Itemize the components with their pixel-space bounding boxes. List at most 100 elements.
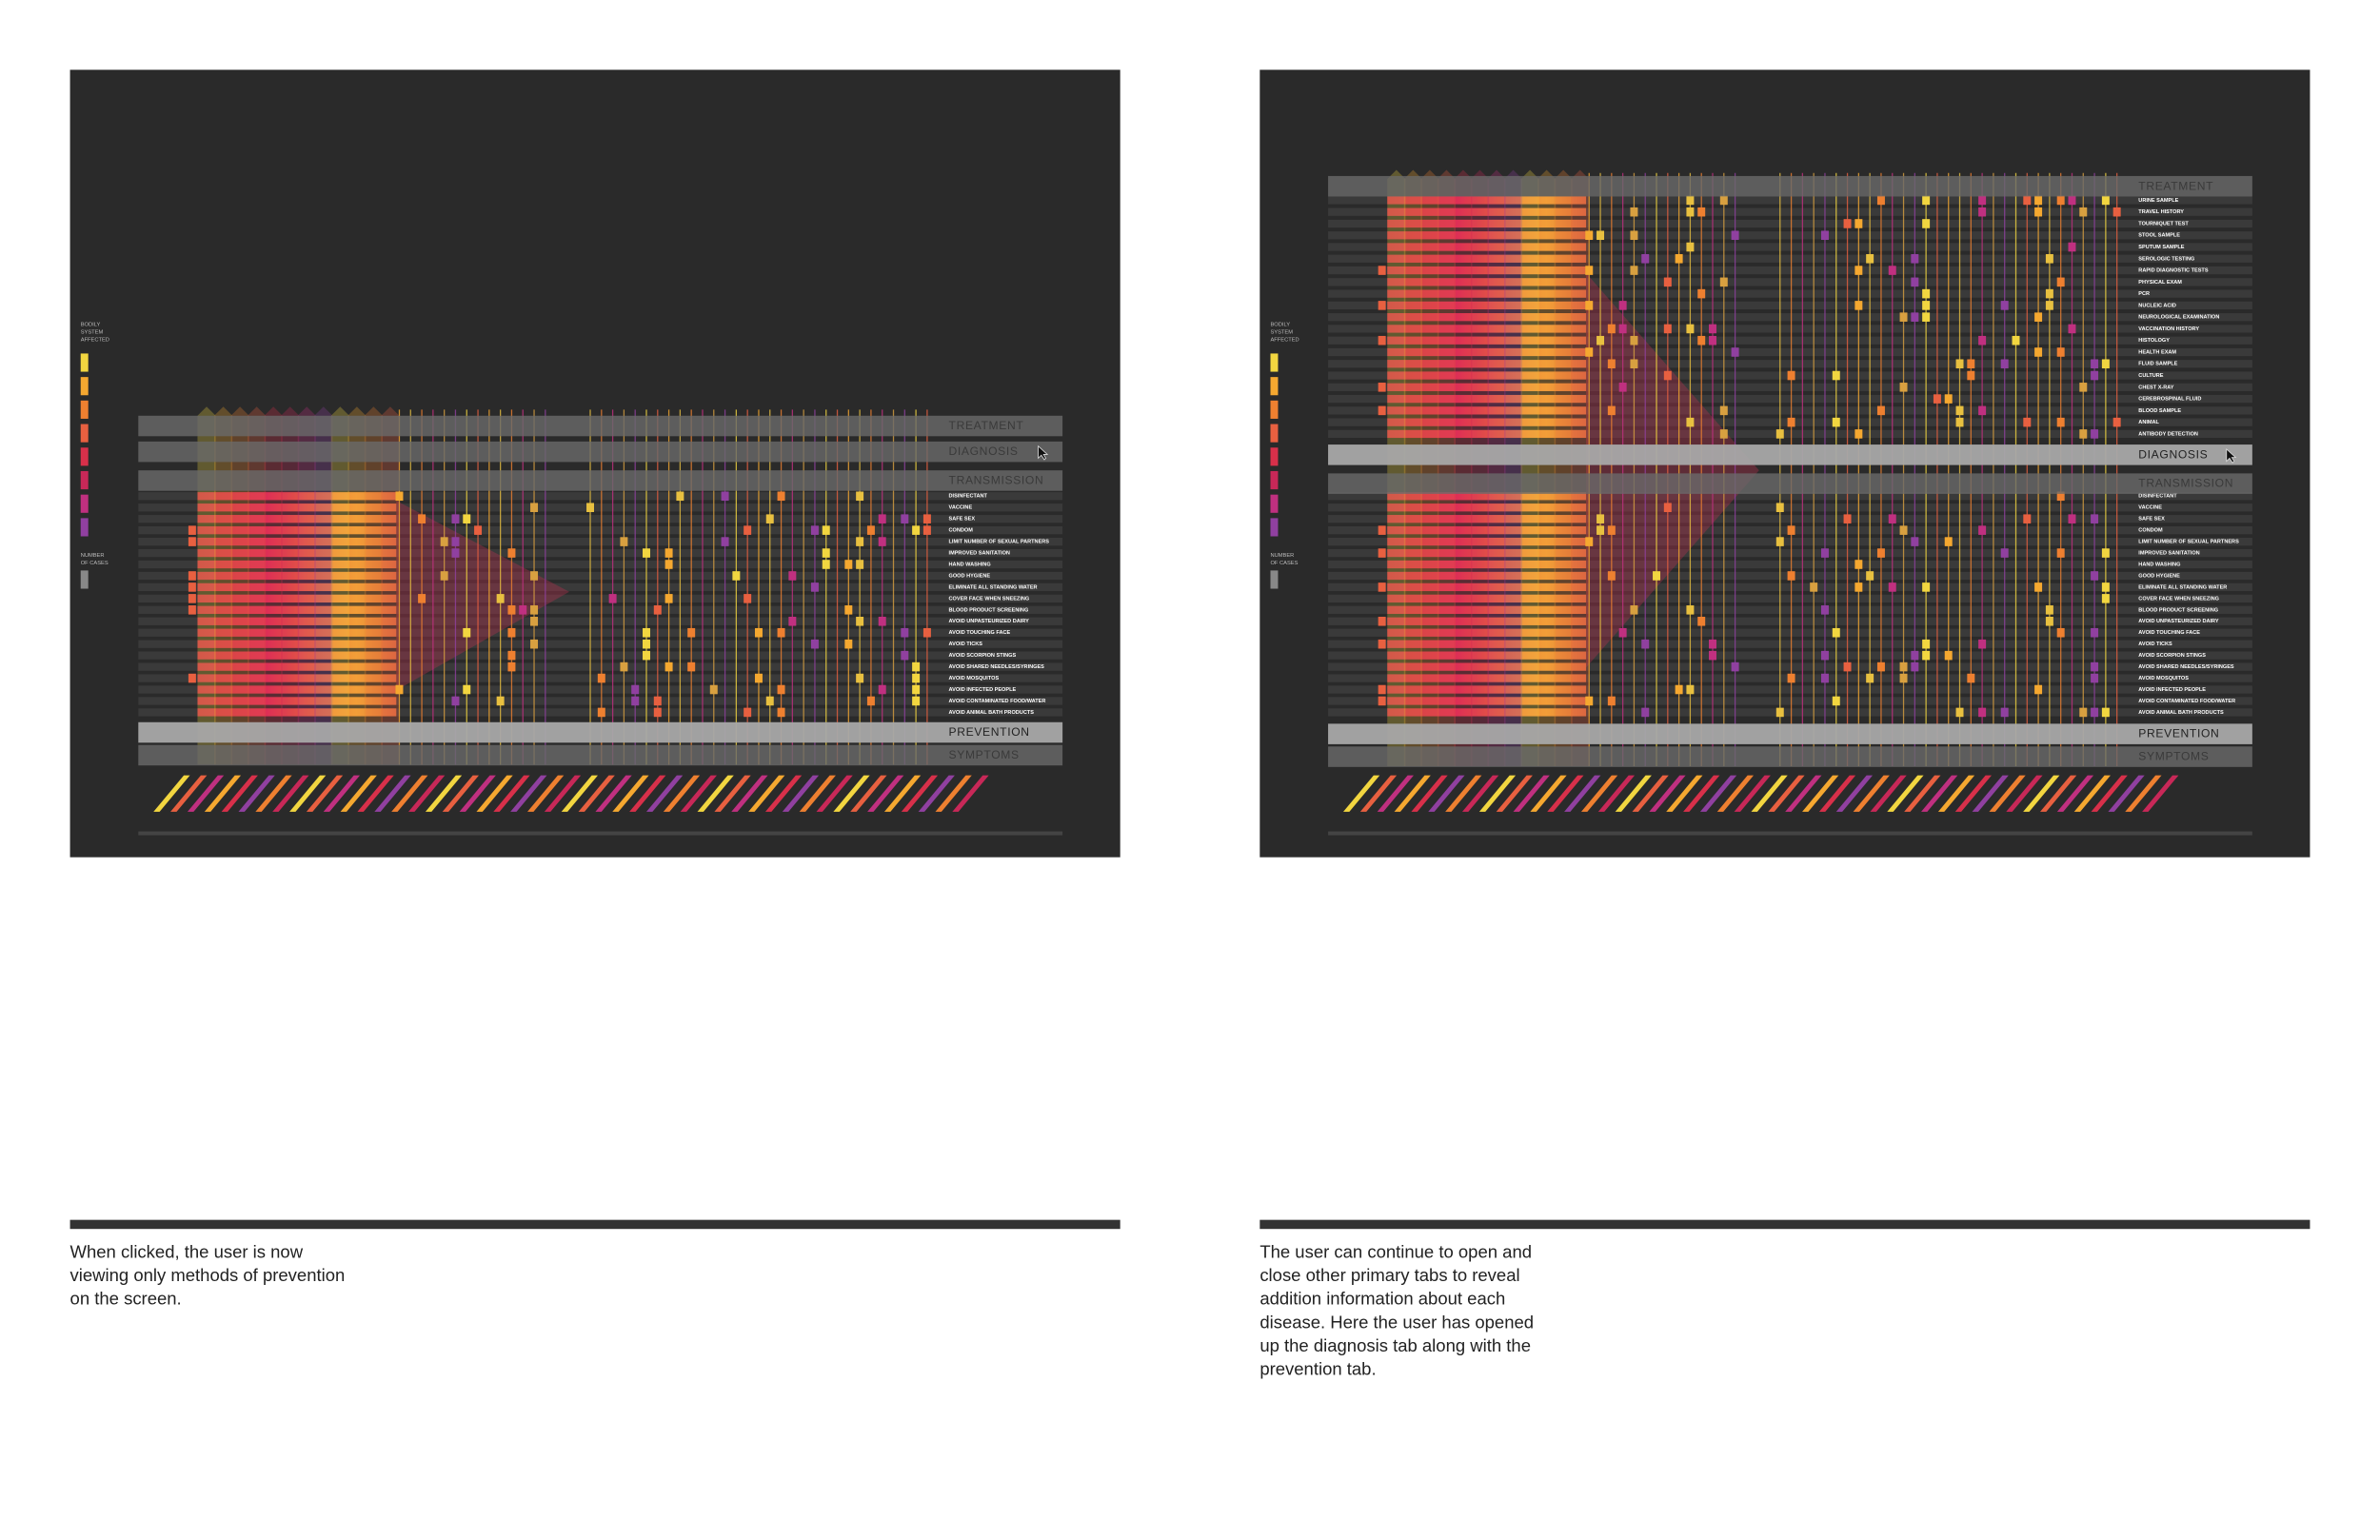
- tab-label[interactable]: TRANSMISSION: [2138, 477, 2233, 490]
- data-cell: [440, 537, 448, 546]
- tab-bar[interactable]: [138, 470, 1063, 491]
- row-gradient: [1387, 582, 1587, 592]
- tab-label[interactable]: PREVENTION: [2138, 727, 2219, 740]
- disease-tab: [204, 775, 242, 812]
- row-gradient: [1387, 708, 1587, 717]
- row-gradient: [197, 594, 397, 603]
- data-cell: [586, 503, 595, 513]
- data-cell: [2023, 195, 2032, 206]
- data-cell: [1955, 707, 1964, 718]
- data-cell: [597, 707, 605, 718]
- disease-tab: [748, 775, 785, 812]
- data-cell: [1911, 277, 1919, 287]
- data-cell: [1663, 324, 1672, 334]
- disease-tab: [714, 775, 751, 812]
- row-gradient: [197, 640, 397, 648]
- disease-tab: [680, 775, 717, 812]
- disease-band: [248, 406, 267, 765]
- tab-bar[interactable]: [1328, 175, 2252, 197]
- row-stripe: [1328, 429, 2252, 439]
- tab-bar[interactable]: [138, 441, 1063, 463]
- data-cell: [1641, 639, 1650, 649]
- data-cell: [1810, 582, 1818, 592]
- disease-band: [314, 406, 333, 765]
- data-cell: [1585, 696, 1594, 706]
- tab-label[interactable]: TREATMENT: [2138, 179, 2213, 192]
- data-cell: [2056, 491, 2065, 502]
- data-cell: [2023, 514, 2032, 523]
- data-cell: [463, 514, 471, 523]
- tab-bar[interactable]: [138, 415, 1063, 437]
- data-cell: [2101, 594, 2110, 603]
- data-cell: [1709, 650, 1716, 661]
- disease-band: [1520, 169, 1539, 767]
- disease-tab: [1377, 775, 1414, 812]
- tab-bar[interactable]: [1328, 723, 2252, 744]
- disease-tab: [1716, 775, 1755, 812]
- data-cell: [1967, 673, 1975, 683]
- data-cell: [1675, 684, 1683, 695]
- tab-label[interactable]: SYMPTOMS: [949, 748, 1020, 761]
- disease-tab: [816, 775, 853, 812]
- row-label: PHYSICAL EXAM: [2138, 280, 2182, 286]
- data-cell: [912, 696, 921, 706]
- tab-label[interactable]: TREATMENT: [949, 419, 1024, 432]
- row-label: NEUROLOGICAL EXAMINATION: [2138, 315, 2219, 321]
- tab-bar[interactable]: [1328, 746, 2252, 767]
- legend-title: NUMBER: [1270, 553, 1294, 559]
- disease-tab: [764, 775, 803, 812]
- data-cell: [1378, 639, 1386, 649]
- data-cell: [1843, 219, 1852, 228]
- tab-bar[interactable]: [138, 744, 1063, 766]
- row-gradient: [1387, 406, 1587, 415]
- row-label: PCR: [2138, 291, 2150, 297]
- data-cell: [844, 639, 853, 649]
- disease-tab: [901, 775, 939, 812]
- disease-tab: [255, 775, 292, 812]
- disease-tab: [1835, 775, 1874, 812]
- tab-label[interactable]: DIAGNOSIS: [2138, 447, 2208, 461]
- data-cell: [1630, 359, 1638, 369]
- legend-swatch: [80, 377, 89, 396]
- disease-tab: [883, 775, 922, 812]
- disease-tab: [527, 775, 565, 812]
- row-gradient: [1387, 243, 1587, 251]
- tab-label[interactable]: SYMPTOMS: [2138, 750, 2209, 763]
- caption-rule: [1259, 1219, 2311, 1230]
- row-label: SEROLOGIC TESTING: [2138, 256, 2194, 262]
- disease-tab: [323, 775, 361, 812]
- data-cell: [1832, 417, 1840, 427]
- tab-bar[interactable]: [1328, 444, 2252, 465]
- data-cell: [1641, 254, 1650, 264]
- data-cell: [2091, 370, 2099, 381]
- disease-tab: [697, 775, 734, 812]
- tab-label[interactable]: DIAGNOSIS: [949, 444, 1019, 458]
- disease-tab: [272, 775, 309, 812]
- tab-label[interactable]: TRANSMISSION: [949, 474, 1044, 487]
- data-cell: [2034, 582, 2043, 592]
- tab-bar[interactable]: [1328, 473, 2252, 494]
- row-label: AVOID CONTAMINATED FOOD/WATER: [949, 699, 1046, 704]
- disease-tab: [221, 775, 258, 812]
- legend-swatch: [1270, 424, 1279, 443]
- data-cell: [620, 537, 628, 546]
- tab-label[interactable]: PREVENTION: [949, 725, 1030, 739]
- tab-bar[interactable]: [138, 721, 1063, 743]
- disease-tab: [1343, 775, 1380, 812]
- data-cell: [2068, 514, 2076, 523]
- row-label: AVOID INFECTED PEOPLE: [949, 687, 1017, 693]
- row-label: DISINFECTANT: [949, 494, 988, 500]
- data-cell: [777, 627, 785, 638]
- row-label: TRAVEL HISTORY: [2138, 209, 2184, 215]
- data-cell: [1911, 537, 1919, 546]
- disease-tab: [1734, 775, 1771, 812]
- data-cell: [1922, 582, 1931, 592]
- row-gradient: [1387, 628, 1587, 637]
- row-label: AVOID TICKS: [2138, 642, 2172, 647]
- caption-line: The user can continue to open and: [1259, 1242, 1532, 1262]
- data-cell: [1731, 230, 1739, 241]
- disease-tab: [170, 775, 208, 812]
- disease-band: [214, 406, 233, 765]
- disease-band: [297, 406, 316, 765]
- row-gradient: [1387, 313, 1587, 322]
